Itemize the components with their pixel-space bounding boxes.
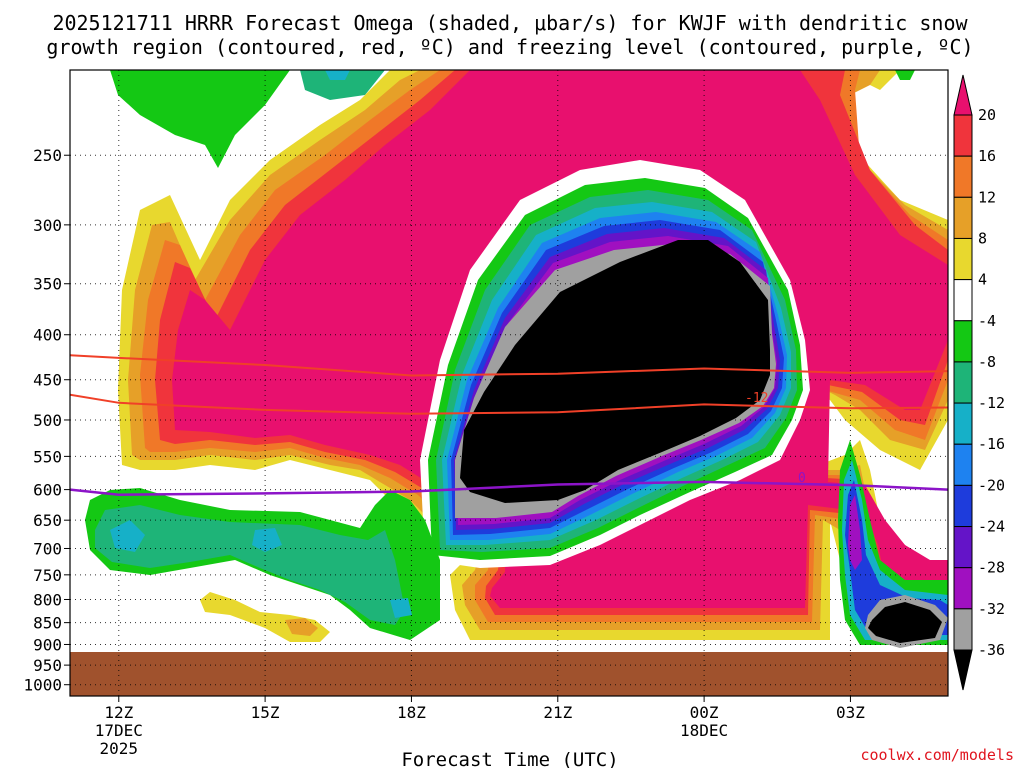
colorbar-swatch: [953, 567, 973, 610]
y-tick-label: 700: [33, 539, 62, 558]
x-tick-label: 03Z: [836, 703, 865, 722]
y-tick-label: 850: [33, 614, 62, 633]
colorbar-level-label: -4: [978, 312, 996, 330]
y-tick-label: 600: [33, 481, 62, 500]
colorbar-level-label: 4: [978, 271, 987, 289]
colorbar-swatch: [953, 320, 973, 363]
colorbar-level-label: -16: [978, 435, 1005, 453]
shade-neg-topright: [895, 70, 915, 80]
colorbar-level-label: 8: [978, 229, 987, 247]
shade-neg-lowleft-12: [110, 520, 412, 618]
colorbar: 20 16 12 8 4 -4 -8 -12 -16 -20 -24 -28 -32 -36: [953, 74, 1005, 691]
x-tick-label: 15Z: [251, 703, 280, 722]
contour-line-1-0: [70, 480, 948, 496]
y-tick-label: 900: [33, 635, 62, 654]
y-tick-label: 800: [33, 590, 62, 609]
colorbar-swatch: [953, 196, 973, 239]
colorbar-swatch: [953, 526, 973, 569]
colorbar-swatch: [953, 484, 973, 528]
credit-link[interactable]: coolwx.com/models: [860, 746, 1014, 764]
y-tick-label: 500: [33, 411, 62, 430]
colorbar-level-label: -24: [978, 518, 1005, 536]
y-tick-label: 1000: [23, 676, 62, 695]
colorbar-level-label: -32: [978, 600, 1005, 618]
contour-line-0-0: [70, 354, 948, 377]
shade-neg-upleft-core: [325, 70, 350, 80]
colorbar-swatch: [953, 237, 973, 281]
dendritic-contour-label: -12: [745, 391, 768, 406]
colorbar-swatch: [953, 114, 973, 157]
y-tick-label: 750: [33, 566, 62, 585]
colorbar-level-label: -12: [978, 394, 1005, 412]
x-tick-label: 12Z: [104, 703, 133, 722]
x-tick-sublabel: 17DEC: [95, 721, 143, 740]
colorbar-swatch: [953, 608, 973, 651]
shade-neg-lowleft-8: [95, 505, 405, 625]
y-tick-label: 550: [33, 447, 62, 466]
x-tick-sublabel: 18DEC: [680, 721, 728, 740]
colorbar-bottom-arrow: [953, 649, 973, 691]
y-axis: 250 300 350 400 450 500 550 600 650 700 750 800 850 9…: [23, 146, 70, 695]
y-tick-label: 400: [33, 326, 62, 345]
x-tick-label: 21Z: [543, 703, 572, 722]
colorbar-level-label: 16: [978, 147, 996, 165]
colorbar-swatch: [953, 155, 973, 198]
y-tick-label: 250: [33, 146, 62, 165]
freezing-contour-label: 0: [798, 471, 806, 486]
colorbar-top-arrow: [953, 74, 973, 116]
colorbar-level-label: 12: [978, 188, 996, 206]
y-tick-label: 300: [33, 216, 62, 235]
colorbar-level-label: 20: [978, 106, 996, 124]
colorbar-level-label: -20: [978, 476, 1005, 494]
x-tick-sublabel: 2025: [100, 739, 139, 758]
y-tick-label: 450: [33, 371, 62, 390]
colorbar-level-label: -36: [978, 641, 1005, 659]
plot-frame: [69, 69, 949, 697]
shade-neg-upleft-inner: [300, 70, 385, 100]
y-tick-label: 350: [33, 275, 62, 294]
y-tick-label: 650: [33, 511, 62, 530]
colorbar-level-label: -28: [978, 559, 1005, 577]
shade-neg-right-20: [845, 480, 948, 635]
shade-neg-upleft: [110, 70, 290, 168]
chart-title-line-1: 2025121711 HRRR Forecast Omega (shaded, …: [52, 11, 968, 35]
colorbar-swatch: [953, 361, 973, 404]
y-tick-label: 950: [33, 656, 62, 675]
colorbar-swatch: [953, 402, 973, 445]
ground-layer: [70, 652, 948, 696]
chart-title-line-2: growth region (contoured, red, ºC) and f…: [46, 35, 973, 59]
shade-neg-right-28: [848, 495, 862, 570]
x-axis-title: Forecast Time (UTC): [401, 749, 618, 768]
shade-pos-lowleft-8: [285, 618, 318, 636]
contour-lines: [70, 354, 948, 496]
x-tick-label: 00Z: [690, 703, 719, 722]
colorbar-swatch: [953, 279, 973, 322]
contour-line-0-1: [70, 393, 948, 415]
colorbar-swatch: [953, 443, 973, 486]
x-tick-label: 18Z: [397, 703, 426, 722]
colorbar-level-label: -8: [978, 353, 996, 371]
